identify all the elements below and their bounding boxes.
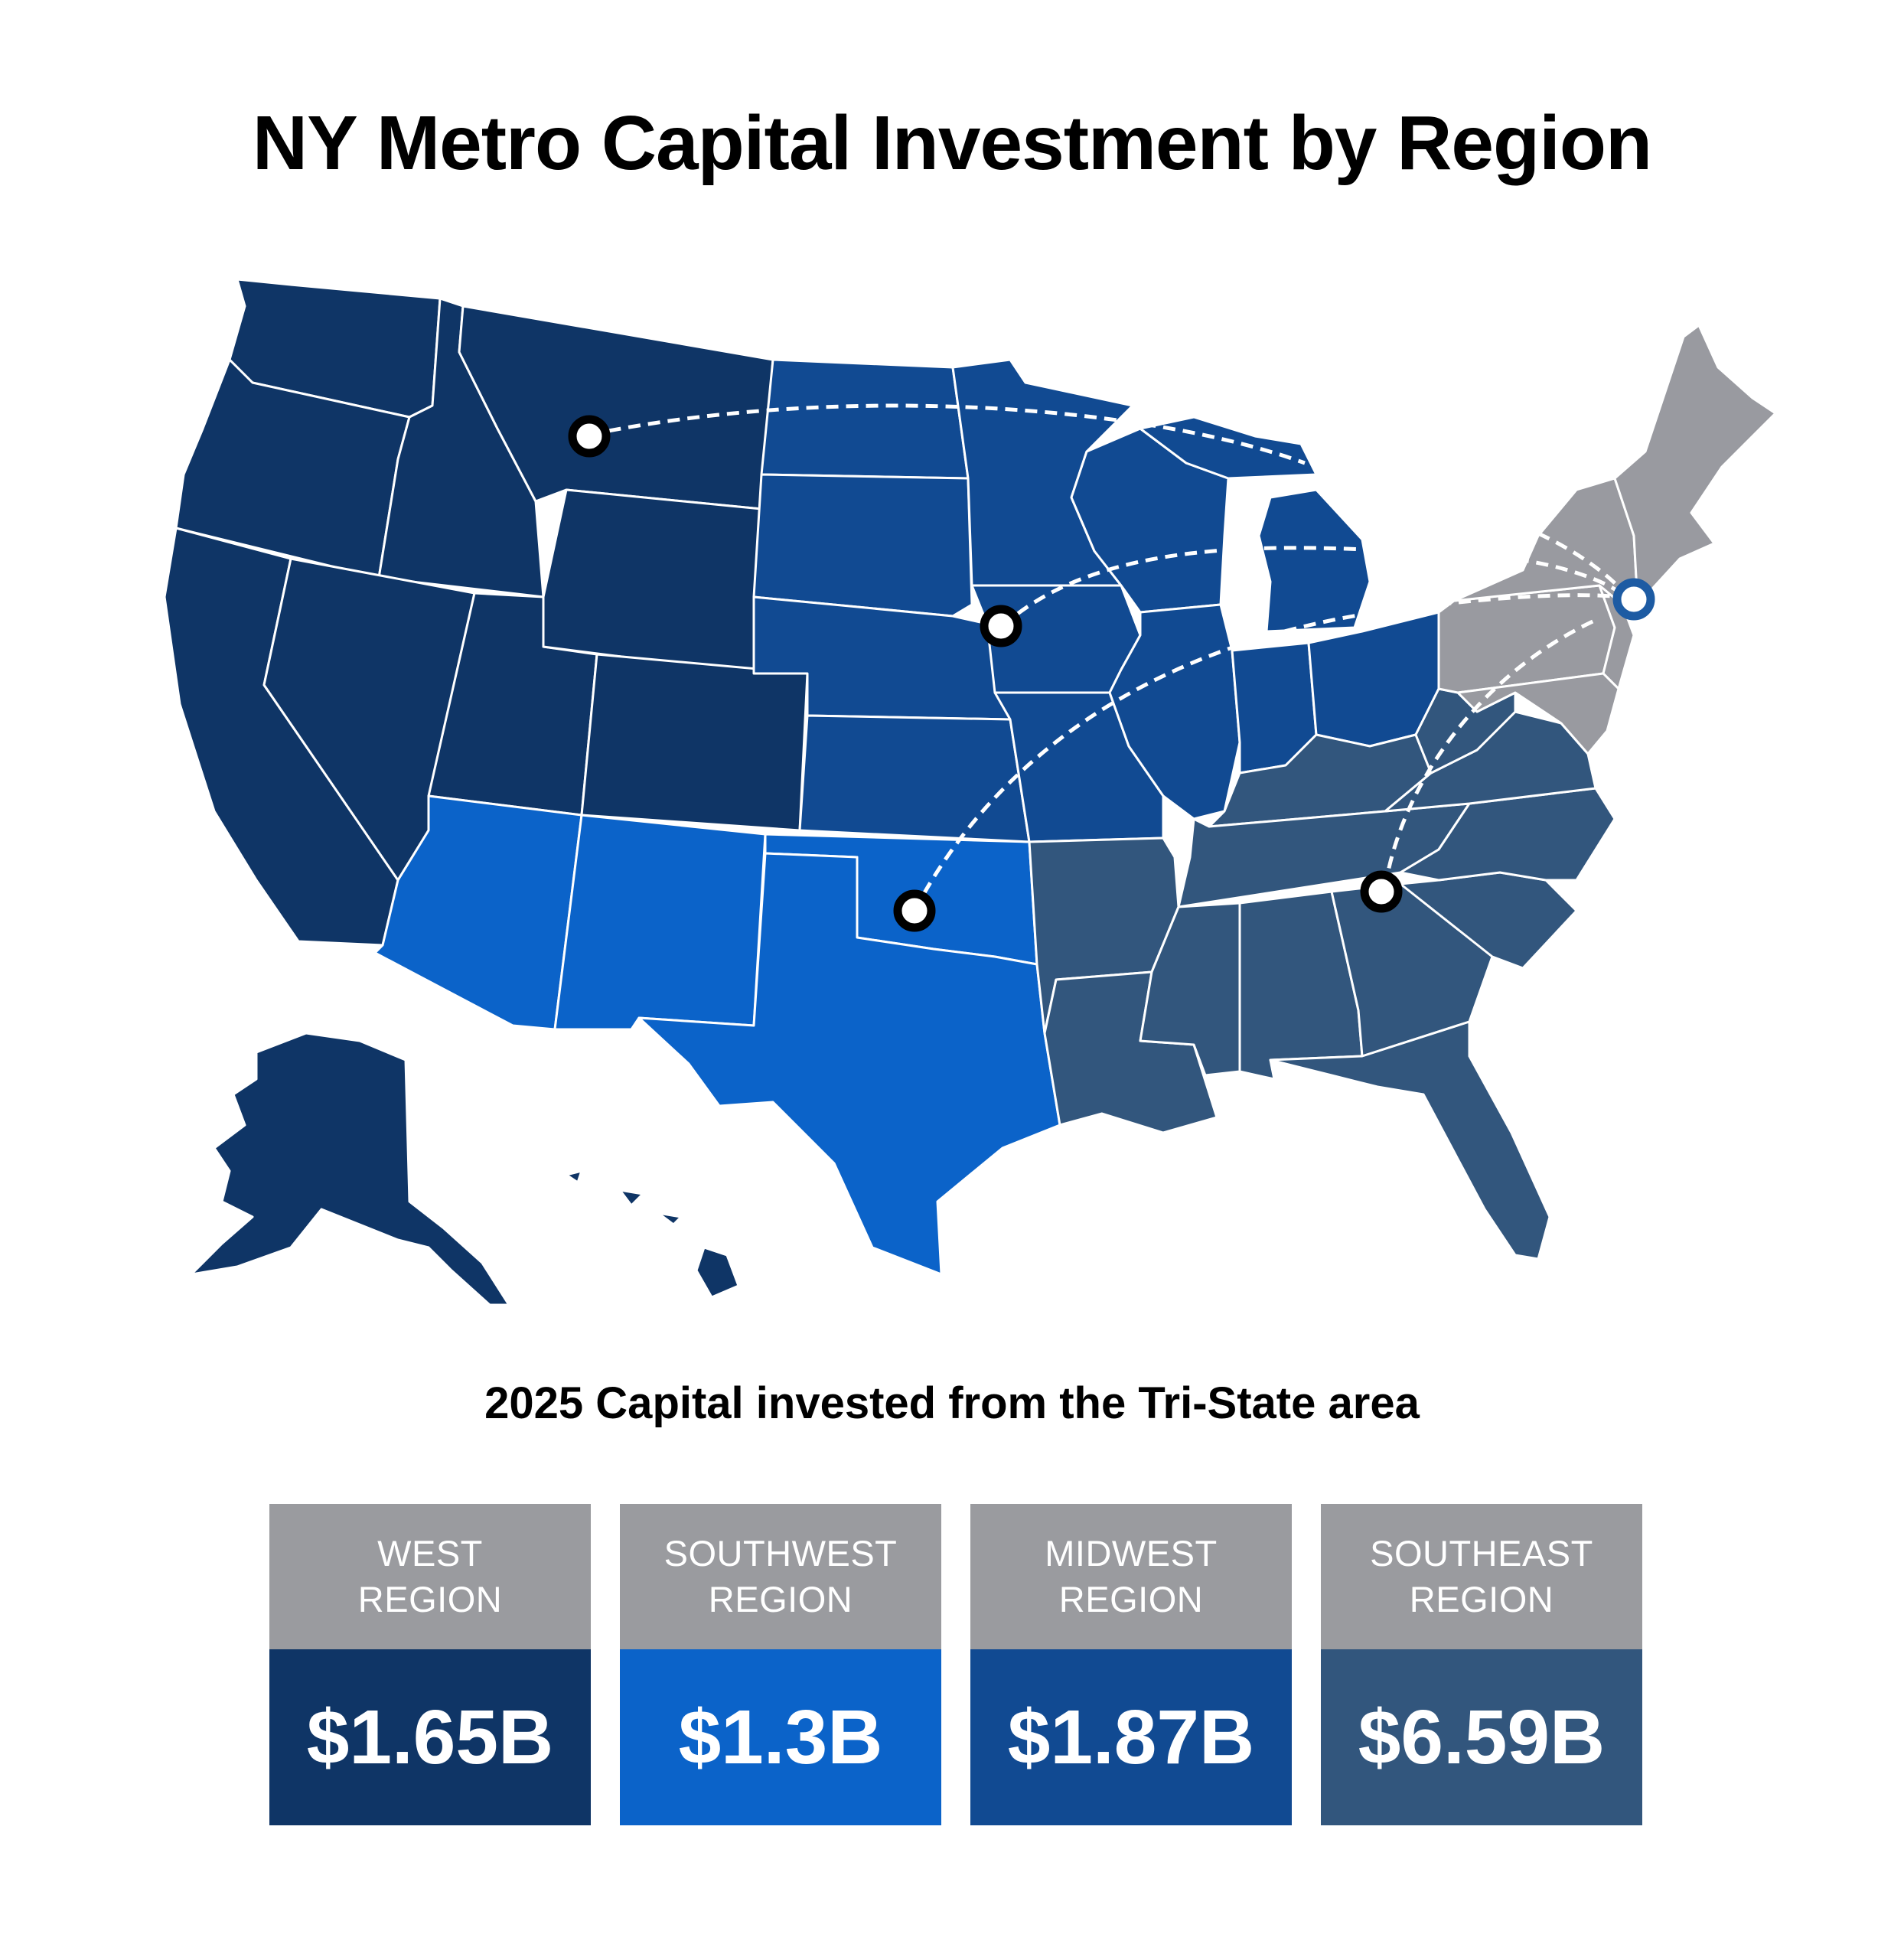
marker-southwest <box>893 889 936 932</box>
marker-west <box>568 415 611 458</box>
page-title: NY Metro Capital Investment by Region <box>252 100 1652 186</box>
card-header: West Region <box>269 1504 591 1649</box>
state-michigan <box>1139 416 1371 633</box>
route-lines <box>588 403 1622 912</box>
state-maryland-delaware <box>1456 672 1620 755</box>
card-label-line2: Region <box>1058 1579 1204 1619</box>
card-midwest-region: Midwest Region $1.87B <box>970 1504 1292 1825</box>
card-label-line1: Midwest <box>1045 1533 1218 1574</box>
card-label-line1: Southeast <box>1370 1533 1593 1574</box>
card-value: $6.59B <box>1321 1649 1642 1825</box>
card-west-region: West Region $1.65B <box>269 1504 591 1825</box>
state-florida <box>1269 1020 1551 1261</box>
state-north-carolina <box>1399 787 1616 882</box>
state-mississippi <box>1139 902 1241 1077</box>
route-ny-2 <box>1476 553 1622 595</box>
card-label-line2: Region <box>357 1579 503 1619</box>
card-label-line1: Southwest <box>663 1533 898 1574</box>
card-value: $1.65B <box>269 1649 591 1825</box>
state-colorado <box>580 653 809 832</box>
region-cards: West Region $1.65B Southwest Region $1.3… <box>0 1504 1904 1825</box>
route-southeast <box>1383 616 1601 889</box>
state-new-mexico <box>553 814 767 1031</box>
card-label-line1: West <box>377 1533 483 1574</box>
route-midwest <box>1001 546 1367 628</box>
state-hawaii <box>565 1169 740 1299</box>
route-west <box>588 403 1306 465</box>
state-new-york <box>1452 477 1639 606</box>
card-header: Southeast Region <box>1321 1504 1642 1649</box>
marker-midwest <box>980 605 1022 647</box>
markers <box>568 415 1655 932</box>
card-southeast-region: Southeast Region $6.59B <box>1321 1504 1642 1825</box>
card-header: Midwest Region <box>970 1504 1292 1649</box>
subtitle: 2025 Capital invested from the Tri-State… <box>484 1378 1420 1428</box>
state-texas <box>637 852 1061 1276</box>
card-value: $1.87B <box>970 1649 1292 1825</box>
card-label-line2: Region <box>708 1579 853 1619</box>
card-header: Southwest Region <box>620 1504 941 1649</box>
state-alaska <box>190 1032 510 1306</box>
route-ny-1 <box>1438 593 1622 607</box>
card-southwest-region: Southwest Region $1.3B <box>620 1504 941 1825</box>
state-south-dakota <box>752 473 973 618</box>
state-new-england <box>1613 324 1777 606</box>
route-southwest <box>912 612 1363 912</box>
state-illinois <box>1108 603 1241 820</box>
card-value: $1.3B <box>620 1649 941 1825</box>
marker-tri-state <box>1612 578 1655 621</box>
marker-southeast <box>1360 870 1403 913</box>
state-kansas <box>798 714 1031 843</box>
state-louisiana <box>1043 970 1218 1134</box>
card-label-line2: Region <box>1409 1579 1554 1619</box>
state-north-dakota <box>760 358 970 480</box>
state-wyoming <box>542 488 763 675</box>
